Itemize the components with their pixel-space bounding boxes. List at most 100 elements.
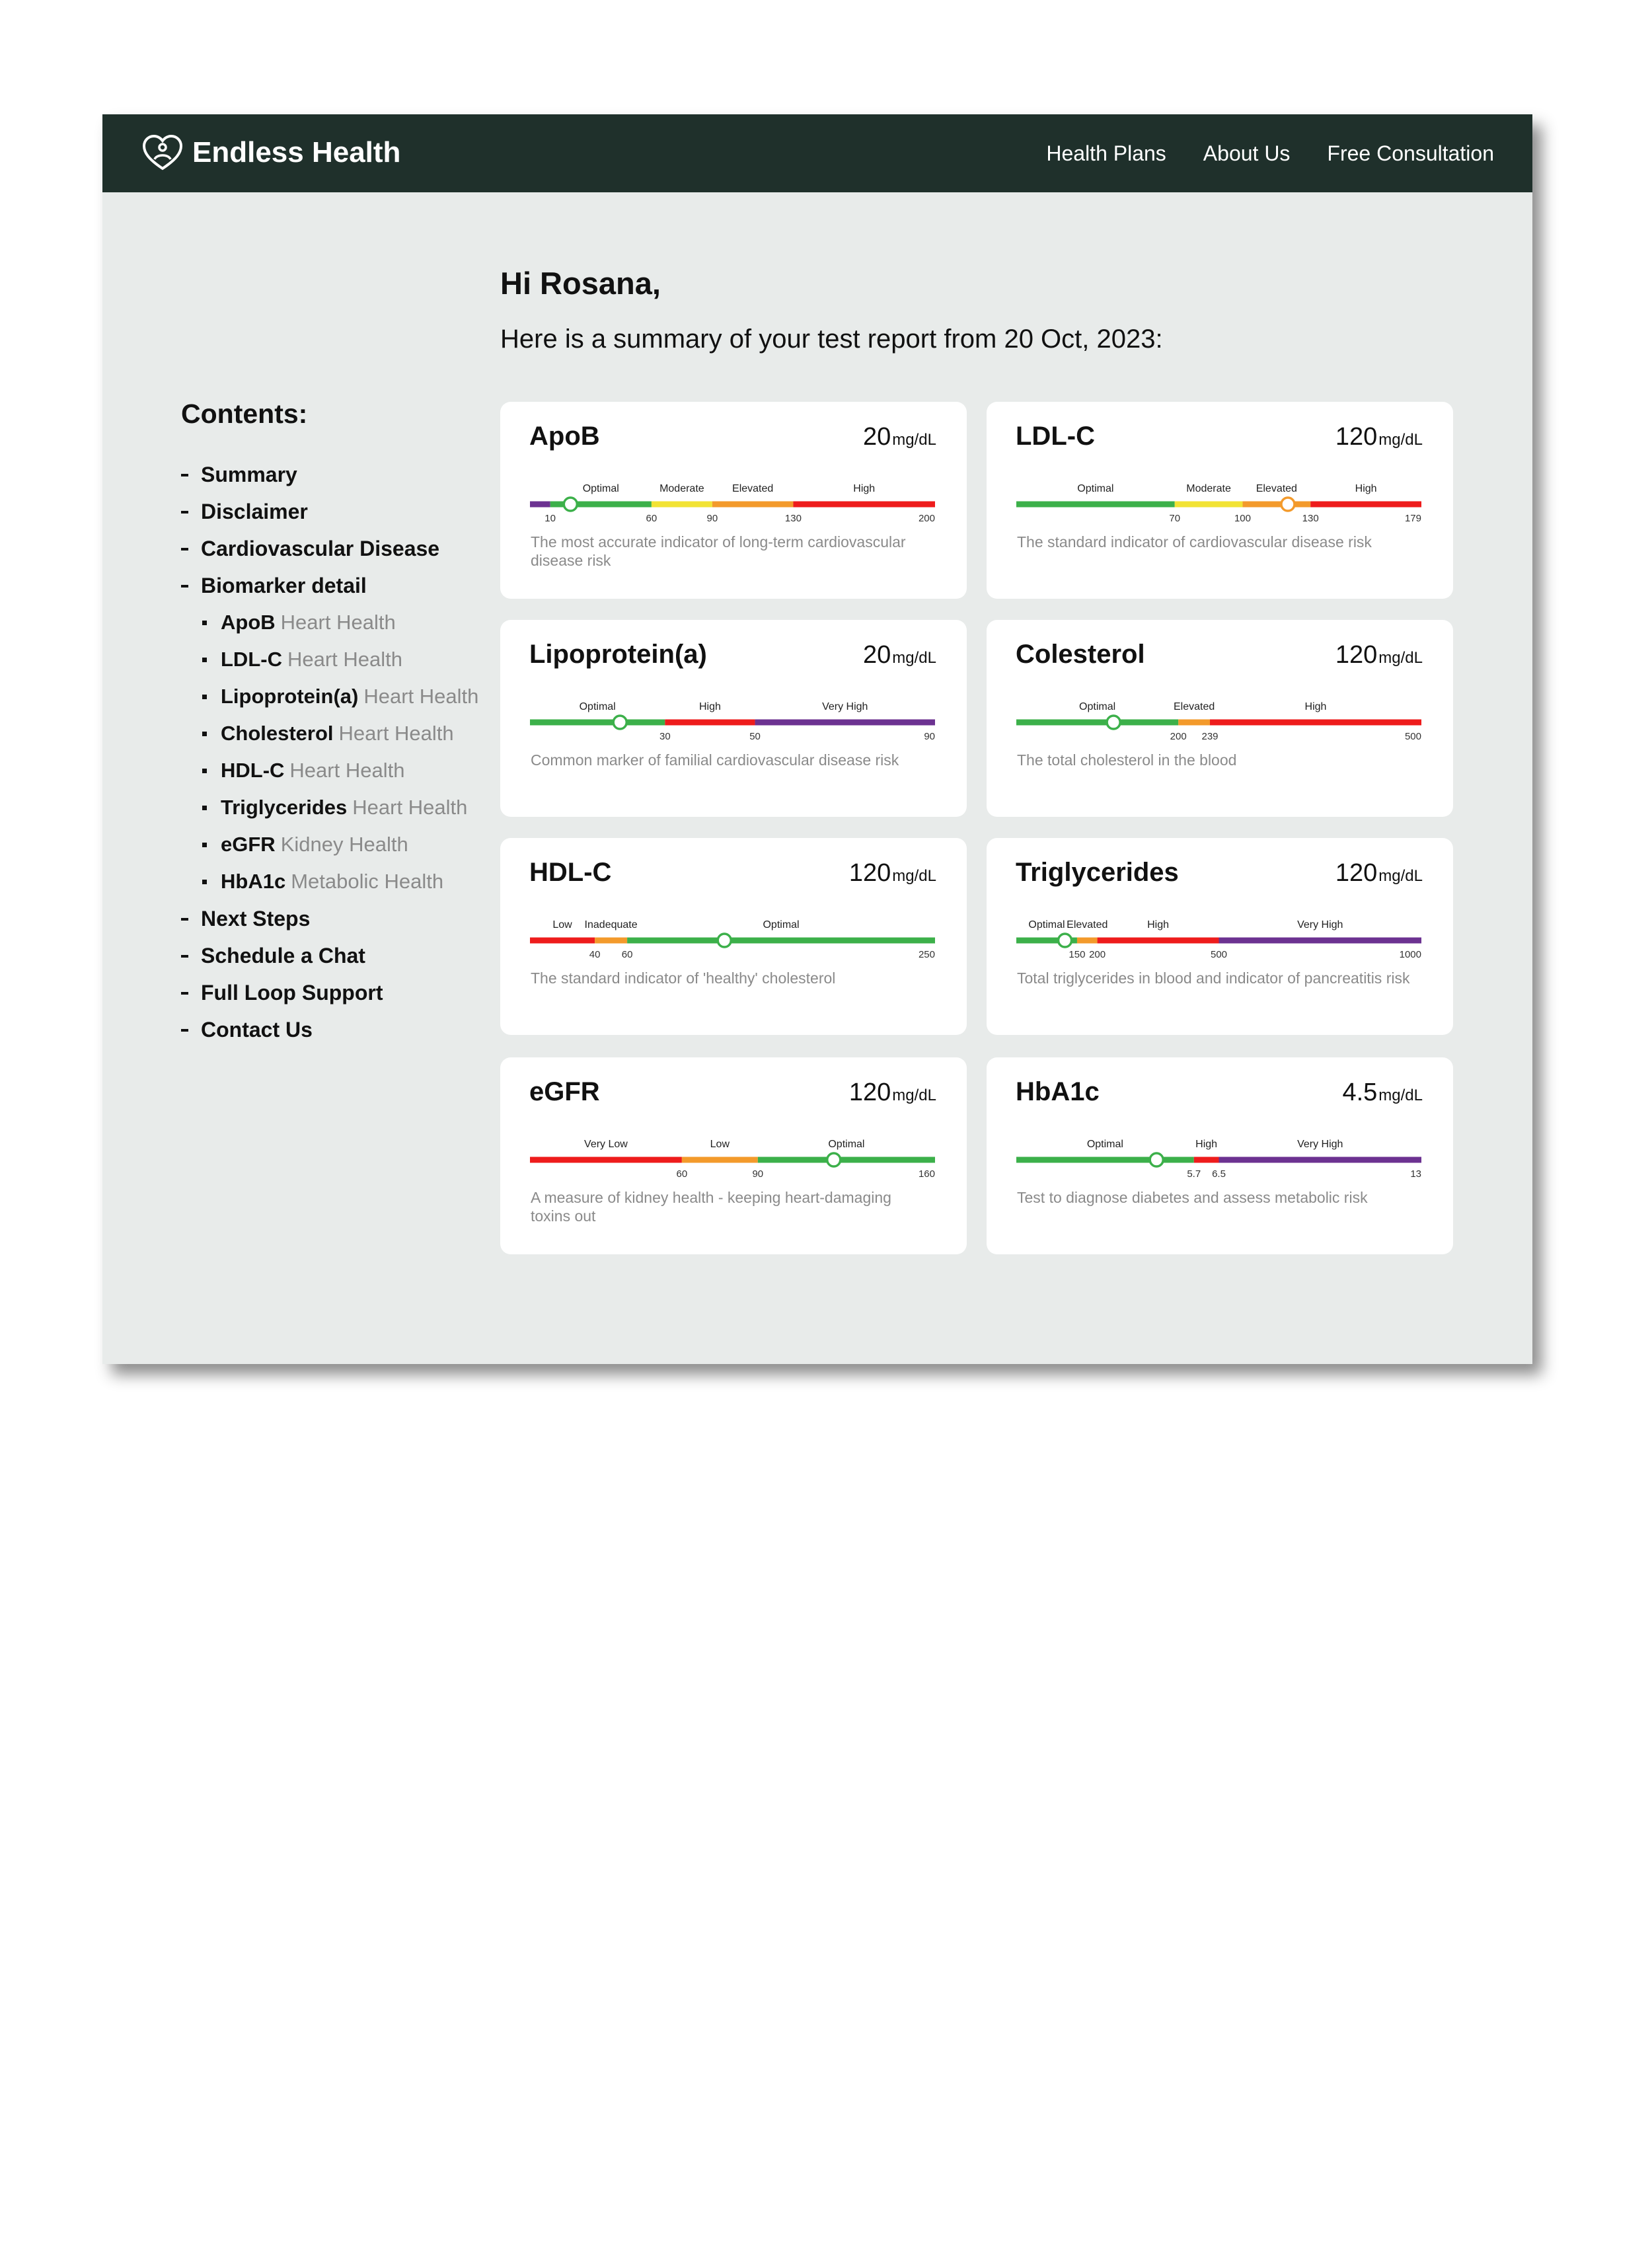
zone-label: Elevated [1256,483,1297,494]
biomarker-card: Colesterol 120mg/dL Optimal Elevated High 200… [987,620,1453,817]
greeting: Hi Rosana, [500,266,661,301]
range-scale: Very Low Low Optimal 60 90 160 [530,1139,935,1180]
value-unit: mg/dL [1378,867,1423,885]
contents-subitem[interactable]: HbA1c Metabolic Health [181,863,478,900]
nav-link[interactable]: Health Plans [1046,141,1166,165]
tick-label: 150 [1069,949,1085,960]
value-number: 120 [1335,641,1378,669]
contents-subitem[interactable]: eGFR Kidney Health [181,826,478,863]
subitem-category: Heart Health [352,796,468,819]
value-marker [562,496,579,512]
range-zone [1016,937,1077,944]
tick-label: 130 [785,513,802,524]
contents-subitem[interactable]: Cholesterol Heart Health [181,715,478,752]
subitem-name: Cholesterol [221,722,334,745]
range-zone [1174,501,1243,508]
value-number: 4.5 [1342,1079,1378,1106]
value-unit: mg/dL [892,867,936,885]
value-number: 120 [848,1079,891,1106]
biomarker-description: A measure of kidney health - keeping hea… [531,1189,891,1225]
value-unit: mg/dL [892,649,936,667]
value-marker [1280,496,1296,512]
contents-item[interactable]: Contact Us [181,1011,478,1048]
contents-subitem[interactable]: Lipoprotein(a) Heart Health [181,678,478,715]
biomarker-name: ApoB [529,422,600,451]
subitem-name: eGFR [221,833,276,856]
range-zone [550,501,652,508]
contents-subitem[interactable]: HDL-C Heart Health [181,752,478,789]
contents-subitem[interactable]: LDL-C Heart Health [181,641,478,678]
subitem-category: Heart Health [287,648,403,671]
biomarker-value: 120mg/dL [849,1079,936,1107]
contents-subitem[interactable]: Triglycerides Heart Health [181,789,478,826]
zone-label: High [1355,483,1377,494]
contents-item[interactable]: Next Steps [181,900,478,937]
tick-label: 10 [544,513,556,524]
range-scale: Optimal High Very High 5.7 6.5 13 [1016,1139,1421,1180]
nav-link[interactable]: Free Consultation [1327,141,1494,165]
biomarker-value: 120mg/dL [1335,859,1423,888]
contents-item[interactable]: Schedule a Chat [181,937,478,974]
contents-item[interactable]: Summary [181,456,478,493]
tick-label: 500 [1211,949,1227,960]
tick-label: 60 [677,1168,688,1180]
tick-label: 200 [919,513,935,524]
tick-label: 6.5 [1212,1168,1226,1180]
zone-label: Optimal [1087,1139,1123,1150]
tick-label: 1000 [1400,949,1421,960]
biomarker-name: HDL-C [529,858,612,887]
tick-label: 13 [1410,1168,1421,1180]
zone-label: Elevated [1067,919,1108,931]
biomarker-name: eGFR [529,1077,600,1106]
range-zone [1016,1157,1194,1163]
value-number: 120 [1335,859,1378,887]
biomarker-card: Lipoprotein(a) 20mg/dL Optimal High Very Hig… [500,620,967,817]
zone-label: Optimal [1077,483,1113,494]
range-zone [530,719,665,726]
contents-subitem[interactable]: ApoB Heart Health [181,604,478,641]
range-zone [681,1157,758,1163]
biomarker-name: Lipoprotein(a) [529,640,707,669]
range-scale: Optimal High Very High 30 50 90 [530,701,935,742]
range-scale: Low Inadequate Optimal 40 60 250 [530,919,935,960]
tick-label: 239 [1201,731,1218,742]
biomarker-description: The standard indicator of 'healthy' chol… [531,969,836,987]
contents: Contents: Summary Disclaimer Cardiovascula… [181,399,478,1048]
contents-item[interactable]: Cardiovascular Disease [181,530,478,567]
biomarker-description: The most accurate indicator of long-term… [531,533,906,569]
subitem-name: Triglycerides [221,796,348,819]
biomarker-description: The total cholesterol in the blood [1017,751,1237,769]
subitem-name: LDL-C [221,648,282,671]
subitem-category: Kidney Health [280,833,408,856]
range-zone [1242,501,1311,508]
value-marker [826,1152,842,1168]
range-zone [665,719,755,726]
tick-label: 70 [1169,513,1180,524]
brand[interactable]: Endless Health [142,134,400,171]
subitem-category: Heart Health [289,759,405,782]
zone-label: High [1195,1139,1217,1150]
tick-label: 5.7 [1187,1168,1201,1180]
tick-label: 60 [622,949,633,960]
zone-label: High [699,701,721,712]
biomarker-description: The standard indicator of cardiovascular… [1017,533,1372,551]
tick-label: 90 [924,731,935,742]
zone-label: Optimal [1028,919,1065,931]
range-zone [1016,719,1179,726]
biomarker-value: 120mg/dL [1335,641,1423,669]
subitem-category: Heart Health [363,685,479,708]
contents-item[interactable]: Disclaimer [181,493,478,530]
biomarker-name: LDL-C [1016,422,1095,451]
zone-label: High [853,483,875,494]
zone-label: Inadequate [585,919,638,931]
subitem-category: Metabolic Health [291,870,444,893]
zone-label: Elevated [1174,701,1215,712]
range-zone [627,937,935,944]
contents-item[interactable]: Full Loop Support [181,974,478,1011]
logo-icon [142,134,183,171]
brand-name: Endless Health [192,136,401,169]
biomarker-card: Triglycerides 120mg/dL Optimal Elevated High… [987,838,1453,1035]
nav-link[interactable]: About Us [1203,141,1291,165]
contents-item[interactable]: Biomarker detail [181,567,478,604]
zone-label: Very Low [584,1139,628,1150]
